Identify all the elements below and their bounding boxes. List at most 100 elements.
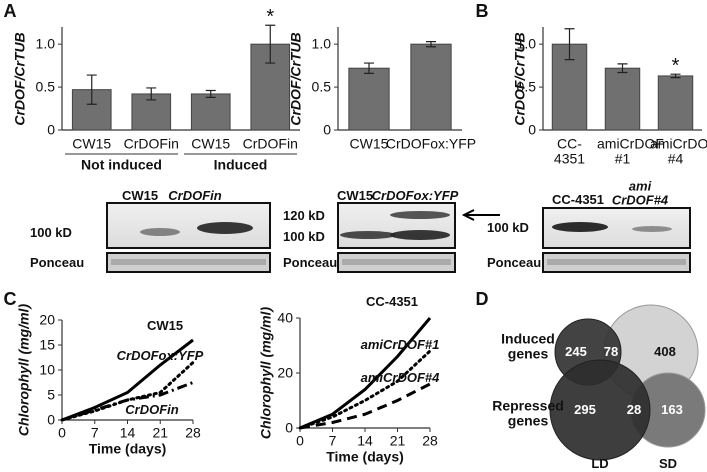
bar: [348, 67, 390, 131]
x-tick-label: 28: [422, 432, 438, 449]
series-label: CrDOFox:YFP: [116, 347, 204, 363]
y-tick-label: 40: [277, 309, 293, 326]
venn-count: 408: [654, 343, 676, 359]
lane-label: ami CrDOF#4: [611, 178, 669, 208]
blot-band: [140, 228, 180, 236]
band-arrow: [461, 209, 500, 221]
bar: [410, 43, 452, 131]
x-axis-label: Time (days): [88, 440, 167, 457]
x-tick-label: amiCrDOF #4: [650, 135, 707, 167]
loading-band: [342, 259, 451, 265]
y-tick-label: 20: [277, 364, 293, 381]
loading-band: [111, 259, 266, 265]
blot-band: [390, 211, 450, 219]
size-marker: 100 kD: [30, 224, 72, 240]
y-tick-label: 0: [47, 121, 55, 138]
line-series: [61, 338, 194, 422]
significance-marker: *: [671, 55, 680, 78]
lane-label: CrDOFin: [168, 187, 222, 203]
blot-band: [340, 231, 396, 239]
y-axis-label: CrDOF/CrTUB: [11, 31, 28, 126]
venn-circle: [549, 359, 651, 461]
error-bar: [86, 74, 97, 105]
venn-row-label: Induced genes: [501, 330, 555, 362]
x-tick-label: 28: [185, 424, 201, 441]
venn-count: 28: [626, 401, 642, 417]
y-axis-label: Chlorophyll (mg/ml): [257, 306, 274, 440]
lane-label: CrDOFox:YFP: [371, 187, 459, 203]
y-tick-label: 20: [39, 311, 55, 328]
lane-label: CW15: [121, 187, 159, 203]
error-bar: [426, 40, 436, 48]
x-tick-label: CrDOFin: [123, 135, 179, 152]
size-marker: 120 kD: [283, 207, 325, 223]
venn-row-label: Repressed genes: [492, 397, 564, 429]
x-tick-label: 7: [90, 424, 99, 441]
x-axis-label: Time (days): [326, 448, 404, 465]
x-tick-label: CrDOFin: [242, 135, 298, 152]
y-tick-label: 15: [39, 336, 55, 353]
line-series: [61, 381, 194, 422]
x-tick-label: CW15: [72, 135, 112, 152]
series-label: CW15: [146, 317, 184, 333]
venn-count: 78: [603, 343, 619, 359]
venn-count: 245: [565, 343, 587, 359]
x-tick-label: 7: [328, 432, 337, 449]
y-tick-label: 0: [285, 419, 293, 436]
series-label: amiCrDOF#1: [360, 336, 440, 352]
blot-band: [552, 222, 608, 232]
bar: [604, 67, 641, 131]
error-bar: [205, 89, 216, 98]
loading-label: Ponceau: [487, 254, 542, 270]
y-axis-label: CrDOF/CrTUB: [287, 31, 304, 126]
size-marker: 100 kD: [487, 219, 529, 235]
venn-set-label: LD: [591, 455, 609, 471]
venn-count: 163: [661, 401, 683, 417]
bar: [657, 75, 694, 131]
size-marker: 100 kD: [283, 228, 325, 244]
y-tick-label: 5: [47, 386, 55, 403]
error-bar: [670, 73, 681, 79]
y-axis-label: CrDOF/CrTUB: [511, 31, 528, 126]
group-label: Not induced: [81, 156, 162, 173]
y-tick-label: 1.0: [35, 35, 55, 52]
y-tick-label: 1.0: [516, 35, 536, 52]
lane-label: CC-4351: [551, 191, 605, 207]
series-label: amiCrDOF#4: [360, 369, 440, 385]
line-series: [298, 349, 432, 430]
x-tick-label: CW15: [191, 135, 231, 152]
y-tick-label: 0.5: [311, 78, 331, 95]
venn-set-label: SD: [658, 455, 678, 471]
y-tick-label: 10: [39, 361, 55, 378]
x-tick-label: 14: [357, 432, 373, 449]
venn-count: 295: [574, 401, 596, 417]
blot-image: [337, 202, 456, 249]
x-tick-label: amiCrDOF #1: [597, 135, 664, 167]
y-tick-label: 1.0: [311, 35, 331, 52]
x-tick-label: CW15: [349, 135, 389, 152]
y-tick-label: 0: [528, 121, 536, 138]
y-tick-label: 0.5: [35, 78, 55, 95]
error-bar: [617, 63, 628, 74]
panel-label: B: [475, 1, 489, 22]
panel-label: A: [3, 1, 17, 22]
x-tick-label: CC-4351: [553, 135, 586, 167]
error-bar: [265, 24, 276, 64]
blot-band: [197, 222, 253, 234]
error-bar: [364, 62, 374, 74]
panel-label: D: [475, 289, 489, 310]
blot-band: [390, 230, 450, 240]
group-label: Induced: [213, 156, 268, 173]
series-label: CrDOFin: [125, 401, 179, 417]
blot-band: [632, 226, 672, 232]
error-bar: [146, 87, 157, 101]
lane-label: CW15: [336, 187, 374, 203]
x-tick-label: 0: [58, 424, 66, 441]
line-series: [299, 382, 431, 430]
loading-band: [547, 259, 686, 265]
significance-marker: *: [266, 6, 275, 29]
x-tick-label: CrDOFox:YFP: [385, 135, 477, 152]
y-tick-label: 0: [323, 121, 331, 138]
x-tick-label: 21: [152, 424, 169, 441]
